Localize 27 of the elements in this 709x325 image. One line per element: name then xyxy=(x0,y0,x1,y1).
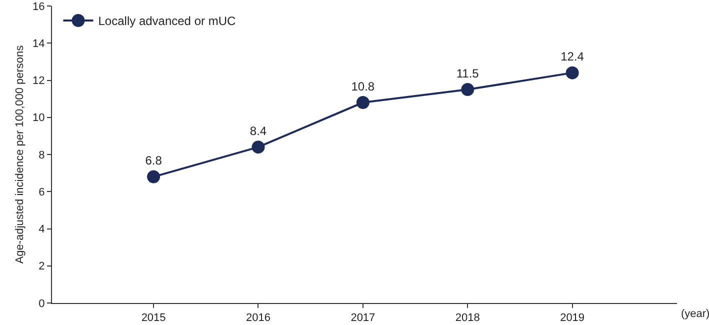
x-axis-title: (year) xyxy=(681,308,709,320)
point xyxy=(147,170,160,184)
y-tick-label: 14 xyxy=(32,38,45,50)
data-label: 8.4 xyxy=(250,124,267,138)
y-tick-label: 0 xyxy=(38,298,45,310)
data-label: 10.8 xyxy=(351,79,375,94)
x-tick-label: 2019 xyxy=(560,312,585,324)
y-tick-label: 8 xyxy=(38,149,45,162)
y-tick-label: 4 xyxy=(38,224,45,236)
point xyxy=(252,140,265,154)
legend-label: Locally advanced or mUC xyxy=(98,14,236,28)
y-tick-label: 6 xyxy=(38,186,45,198)
data-label: 6.8 xyxy=(145,154,162,168)
x-tick-label: 2015 xyxy=(141,312,166,324)
y-tick-label: 16 xyxy=(32,0,45,13)
point xyxy=(461,83,474,96)
x-tick-label: 2018 xyxy=(455,312,480,324)
data-label: 11.5 xyxy=(456,66,480,80)
y-tick-label: 10 xyxy=(32,112,45,124)
x-tick-label: 2016 xyxy=(246,312,270,324)
y-tick-label: 2 xyxy=(38,260,45,273)
y-tick-label: 12 xyxy=(32,75,45,88)
data-label: 12.4 xyxy=(560,50,584,64)
point xyxy=(356,96,370,110)
y-axis-title: Age-adjusted incidence per 100,000 persons xyxy=(14,44,26,264)
point xyxy=(566,66,579,80)
x-tick-label: 2017 xyxy=(350,312,376,324)
